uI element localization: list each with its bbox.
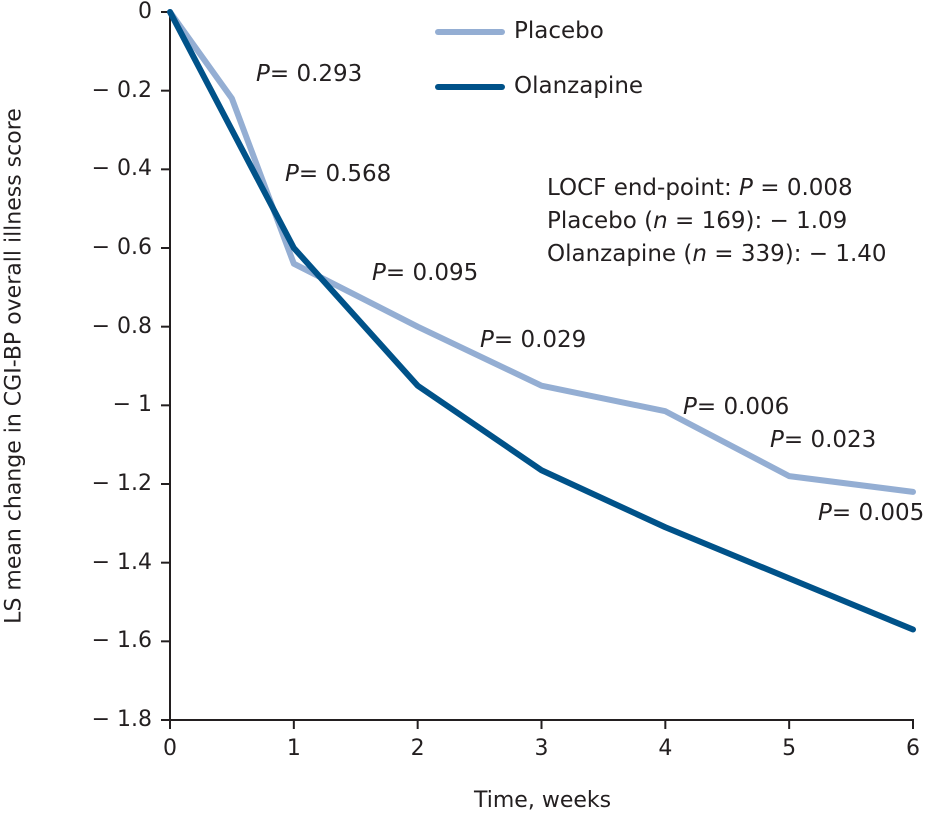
stats-text: Placebo ( xyxy=(547,208,654,234)
stats-text: LOCF end-point: xyxy=(547,175,740,201)
p-symbol: P xyxy=(372,260,386,286)
y-tick-label: − 1.2 xyxy=(91,471,152,496)
p-symbol: P xyxy=(739,175,753,201)
p-symbol: P xyxy=(770,427,784,453)
y-tick-label: − 0.6 xyxy=(91,235,152,260)
stats-locf: LOCF end-point: P = 0.008 xyxy=(547,177,853,200)
axes xyxy=(161,10,914,729)
y-tick-label: − 1.8 xyxy=(91,707,152,732)
x-tick-label: 5 xyxy=(782,736,797,761)
p-value-annotation: P= 0.293 xyxy=(256,63,362,86)
stats-text: = 339): − 1.40 xyxy=(706,241,887,267)
y-tick-label: − 1.6 xyxy=(91,628,152,654)
x-tick-label: 2 xyxy=(410,736,425,761)
y-tick-label: − 0.8 xyxy=(91,313,152,339)
x-tick-label: 1 xyxy=(286,736,301,761)
p-value: = 0.029 xyxy=(493,327,587,353)
x-tick-label: 0 xyxy=(163,736,177,761)
p-symbol: P xyxy=(480,327,494,353)
stats-text: = 0.008 xyxy=(752,175,853,201)
stats-olanzapine: Olanzapine (n = 339): − 1.40 xyxy=(547,243,887,266)
legend-label-olanzapine: Olanzapine xyxy=(514,73,644,99)
legend xyxy=(435,29,505,90)
n-symbol: n xyxy=(653,208,668,234)
p-value: = 0.293 xyxy=(269,61,363,87)
y-tick-label: − 0.2 xyxy=(91,77,152,103)
p-value-annotation: P= 0.005 xyxy=(818,502,924,525)
stats-placebo: Placebo (n = 169): − 1.09 xyxy=(547,210,847,233)
y-tick-label: 0 xyxy=(138,0,152,24)
x-tick-label: 3 xyxy=(534,736,549,761)
stats-text: Olanzapine ( xyxy=(547,241,693,267)
x-axis-label: Time, weeks xyxy=(474,788,612,813)
p-value: = 0.023 xyxy=(783,427,877,453)
p-value: = 0.005 xyxy=(831,500,925,526)
p-value-annotation: P= 0.006 xyxy=(683,396,789,419)
p-symbol: P xyxy=(818,500,832,526)
p-value: = 0.568 xyxy=(298,161,392,187)
p-value: = 0.006 xyxy=(696,394,790,420)
series-lines xyxy=(167,9,916,633)
y-tick-label: − 1 xyxy=(112,392,152,418)
series-line-placebo xyxy=(167,9,916,495)
p-value-annotation: P= 0.568 xyxy=(285,163,391,186)
p-value-annotation: P= 0.095 xyxy=(372,262,478,285)
n-symbol: n xyxy=(692,241,707,267)
series-line-olanzapine xyxy=(167,9,916,633)
p-symbol: P xyxy=(683,394,697,420)
x-tick-label: 6 xyxy=(906,736,920,761)
stats-text: = 169): − 1.09 xyxy=(667,208,848,234)
p-value-annotation: P= 0.023 xyxy=(770,429,876,452)
y-axis-label: LS mean change in CGI-BP overall illness… xyxy=(1,108,27,624)
legend-label-placebo: Placebo xyxy=(514,18,604,44)
p-value-annotation: P= 0.029 xyxy=(480,329,586,352)
x-tick-label: 4 xyxy=(658,736,673,761)
p-symbol: P xyxy=(285,161,299,187)
y-tick-label: − 1.4 xyxy=(91,549,152,575)
p-value: = 0.095 xyxy=(385,260,479,286)
y-tick-label: − 0.4 xyxy=(91,156,152,182)
p-symbol: P xyxy=(256,61,270,87)
